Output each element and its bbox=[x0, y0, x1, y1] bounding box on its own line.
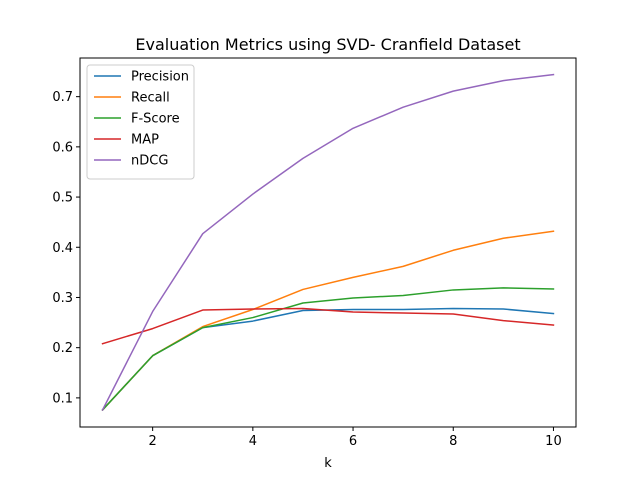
legend-label-precision: Precision bbox=[131, 70, 189, 85]
legend-label-recall: Recall bbox=[131, 91, 170, 106]
x-tick-label: 10 bbox=[545, 434, 562, 449]
y-tick-label: 0.6 bbox=[52, 140, 73, 155]
legend-label-ndcg: nDCG bbox=[131, 154, 168, 169]
plot-lines bbox=[101, 73, 555, 411]
y-axis: 0.1 0.2 0.3 0.4 0.5 0.6 0.7 bbox=[52, 90, 80, 406]
y-tick-label: 0.4 bbox=[52, 241, 73, 256]
plot-frame bbox=[79, 57, 577, 428]
legend-label-f-score: F-Score bbox=[131, 112, 180, 127]
series-line-recall bbox=[101, 230, 555, 411]
y-tick-label: 0.2 bbox=[52, 341, 73, 356]
series-line-map bbox=[101, 307, 555, 345]
x-axis-label: k bbox=[324, 456, 332, 471]
chart-title: Evaluation Metrics using SVD- Cranfield … bbox=[135, 35, 520, 54]
series-line-ndcg bbox=[101, 73, 555, 411]
x-tick-label: 4 bbox=[249, 434, 257, 449]
y-tick-label: 0.1 bbox=[52, 391, 73, 406]
x-tick-label: 8 bbox=[449, 434, 457, 449]
legend-box bbox=[86, 64, 195, 180]
x-tick-label: 2 bbox=[149, 434, 157, 449]
y-tick-label: 0.5 bbox=[52, 191, 73, 206]
legend-label-map: MAP bbox=[131, 133, 159, 148]
y-tick-label: 0.7 bbox=[52, 90, 73, 105]
y-tick-label: 0.3 bbox=[52, 291, 73, 306]
legend: Precision Recall F-Score MAP nDCG bbox=[86, 64, 195, 180]
series-line-precision bbox=[101, 307, 555, 411]
x-axis: 2 4 6 8 10 bbox=[149, 427, 562, 449]
series-line-f-score bbox=[101, 287, 555, 411]
x-tick-label: 6 bbox=[349, 434, 357, 449]
